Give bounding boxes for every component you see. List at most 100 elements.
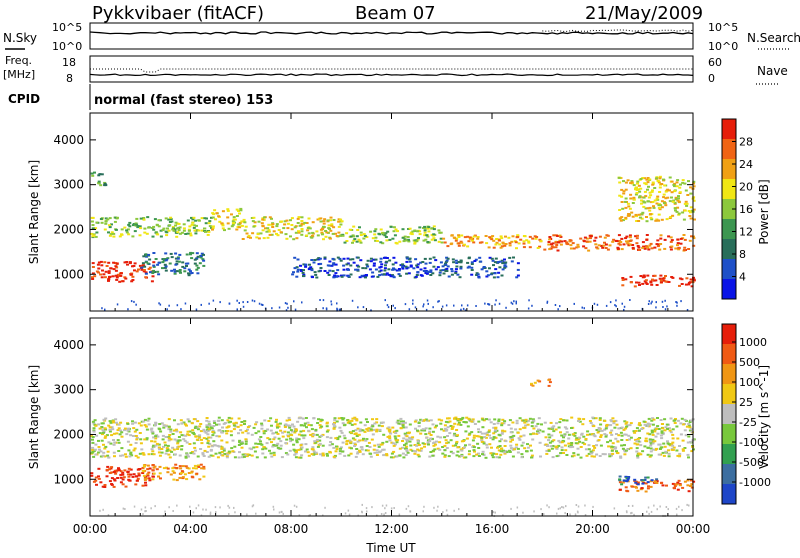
power-cell <box>385 257 389 259</box>
power-cell <box>604 247 608 249</box>
velocity-cell <box>541 430 545 433</box>
power-cell <box>598 235 602 238</box>
power-cell <box>628 236 632 239</box>
velocity-cell <box>667 508 669 511</box>
velocity-cell <box>439 436 443 439</box>
power-cell <box>211 212 215 215</box>
power-cell <box>477 276 481 279</box>
velocity-cell <box>232 424 236 427</box>
power-cell <box>624 181 628 184</box>
velocity-colorbar-swatch <box>722 364 736 385</box>
velocity-cell <box>133 447 137 450</box>
velocity-cell <box>134 483 138 486</box>
power-cell <box>419 261 423 264</box>
velocity-cell <box>570 455 574 458</box>
velocity-cell <box>102 508 104 511</box>
power-cell <box>637 213 641 216</box>
velocity-cell <box>625 421 629 424</box>
power-cell <box>442 237 446 240</box>
velocity-colorbar-tick-label: 25 <box>739 396 753 409</box>
power-cell <box>629 275 633 278</box>
power-cell <box>461 304 463 307</box>
power-cell <box>329 219 332 222</box>
velocity-cell <box>301 417 305 420</box>
velocity-cell <box>240 456 244 459</box>
velocity-cell <box>209 513 212 516</box>
velocity-cell <box>92 422 96 425</box>
velocity-cell <box>206 433 210 436</box>
velocity-cell <box>357 433 361 436</box>
velocity-cell <box>246 432 250 435</box>
power-cell <box>340 275 344 278</box>
power-cell <box>110 223 113 226</box>
velocity-cell <box>495 453 499 456</box>
power-cell <box>589 237 592 240</box>
power-cell <box>621 277 625 279</box>
power-cell <box>645 178 649 181</box>
velocity-cell <box>244 440 248 443</box>
velocity-cell <box>616 440 620 443</box>
velocity-y-tick-label: 1000 <box>53 472 84 486</box>
power-cell <box>445 304 448 307</box>
power-cell <box>361 267 365 270</box>
power-cell <box>118 235 122 238</box>
power-cell <box>304 265 308 268</box>
power-cell <box>668 176 672 179</box>
velocity-cell <box>314 430 318 432</box>
velocity-cell <box>131 475 135 478</box>
velocity-colorbar-tick-label: -25 <box>739 416 757 429</box>
velocity-cell <box>417 444 421 446</box>
velocity-cell <box>657 443 661 446</box>
velocity-cell <box>259 436 263 438</box>
power-cell <box>443 241 447 244</box>
power-cell <box>485 270 489 273</box>
velocity-cell <box>615 433 618 435</box>
velocity-cell <box>624 427 628 430</box>
power-cell <box>650 302 652 305</box>
velocity-cell <box>661 484 665 487</box>
power-cell <box>107 279 110 282</box>
velocity-cell <box>312 453 316 456</box>
velocity-cell <box>312 417 316 420</box>
velocity-cell <box>295 439 299 442</box>
velocity-cell <box>246 428 249 431</box>
velocity-cell <box>375 421 379 424</box>
velocity-cell <box>570 427 573 429</box>
velocity-cell <box>107 456 111 459</box>
power-cell <box>172 229 176 232</box>
power-cell <box>202 253 205 256</box>
velocity-cell <box>624 486 628 489</box>
velocity-cell <box>449 450 453 453</box>
power-cell <box>192 226 196 229</box>
velocity-cell <box>685 425 689 428</box>
power-cell <box>499 235 503 238</box>
power-cell <box>460 241 464 244</box>
velocity-cell <box>502 514 504 517</box>
velocity-cell <box>222 447 226 450</box>
velocity-cell <box>238 439 242 442</box>
power-cell <box>342 264 346 267</box>
power-cell <box>641 282 645 285</box>
velocity-cell <box>325 436 329 439</box>
power-cell <box>238 226 242 229</box>
velocity-cell <box>452 434 456 437</box>
velocity-cell <box>131 422 135 425</box>
velocity-cell <box>470 431 474 434</box>
power-cell <box>151 235 155 238</box>
velocity-band <box>90 465 155 488</box>
velocity-cell <box>326 429 330 432</box>
velocity-cell <box>353 416 357 419</box>
power-cell <box>528 246 532 249</box>
power-cell <box>487 246 491 249</box>
velocity-cell <box>456 434 459 437</box>
velocity-cell <box>537 417 541 420</box>
velocity-cell <box>477 435 481 438</box>
velocity-cell <box>167 439 171 442</box>
velocity-cell <box>361 511 363 514</box>
velocity-cell <box>557 507 560 510</box>
velocity-cell <box>129 443 133 446</box>
power-cell <box>126 228 130 231</box>
velocity-cell <box>443 424 447 427</box>
power-cell <box>97 180 101 183</box>
power-cell <box>296 270 300 273</box>
